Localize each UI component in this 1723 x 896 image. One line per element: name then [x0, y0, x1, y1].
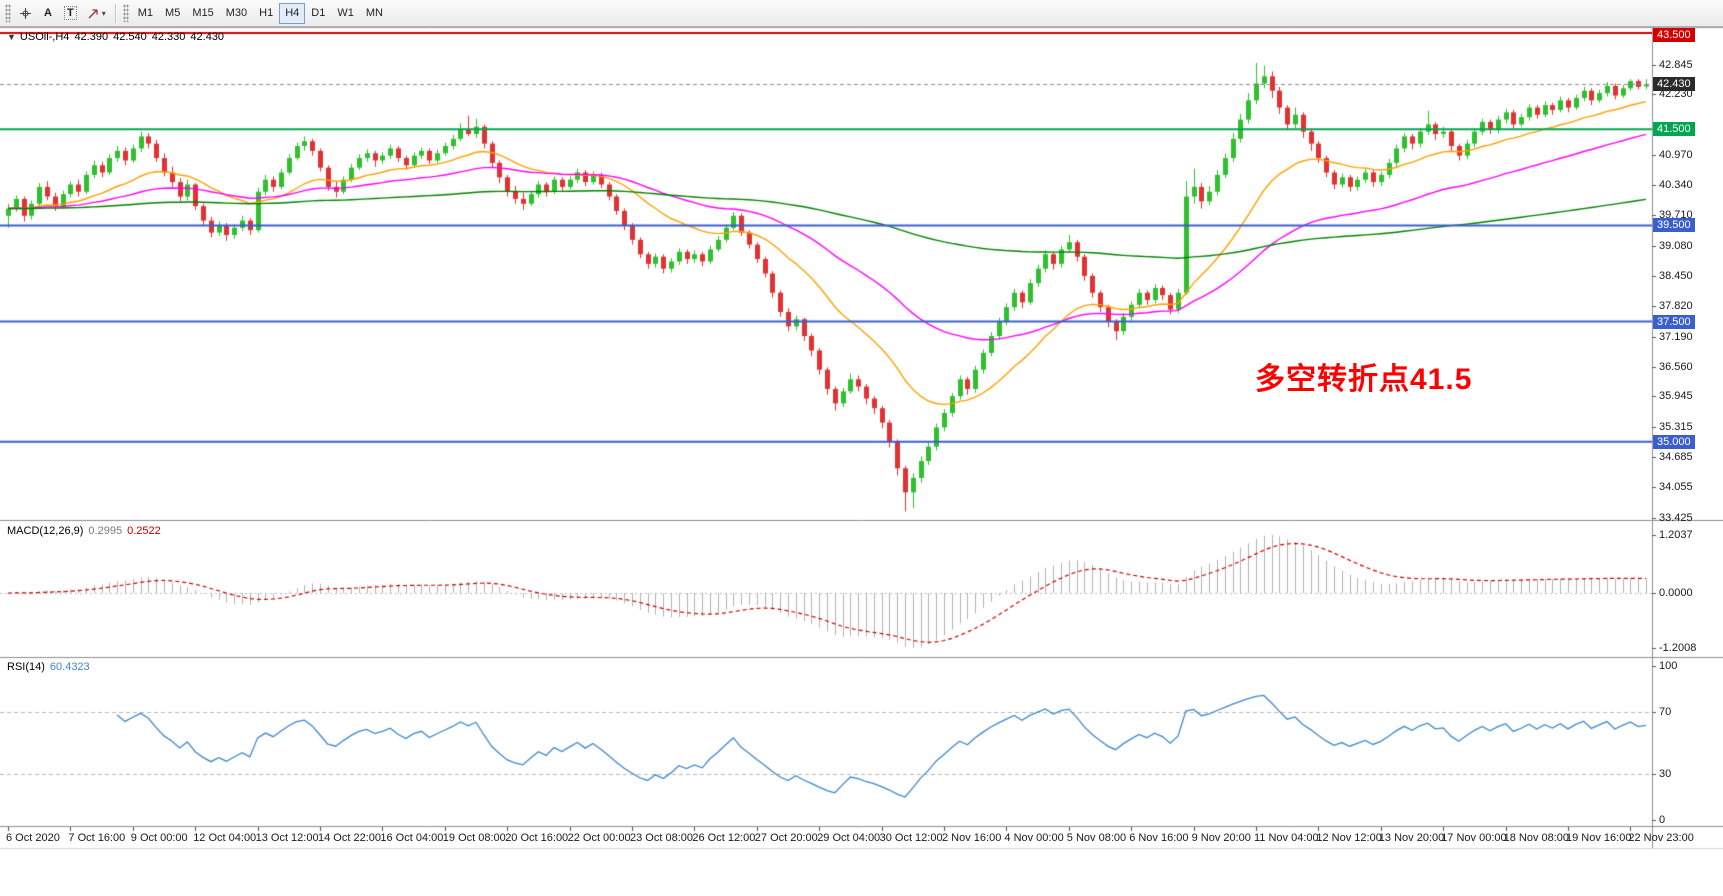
- time-axis-label: 12 Nov 12:00: [1316, 832, 1382, 844]
- rsi-axis-label: 70: [1659, 706, 1672, 719]
- time-axis-label: 17 Nov 00:00: [1441, 832, 1507, 844]
- rsi-header: RSI(14) 60.4323: [7, 661, 90, 673]
- price-axis-label: 37.820: [1659, 300, 1693, 313]
- price-axis-label: 39.080: [1659, 239, 1693, 252]
- price-axis-label: 36.560: [1659, 360, 1693, 373]
- draw-text-label-button[interactable]: T: [59, 3, 82, 24]
- macd-axis-label: 0.0000: [1659, 587, 1693, 600]
- toolbar-grip[interactable]: [5, 4, 11, 22]
- symbol-period-label: USOil-,H4: [19, 31, 70, 43]
- price-axis-label: 35.315: [1659, 420, 1693, 433]
- price-axis-label: 33.425: [1659, 511, 1693, 524]
- timeframe-w1-button[interactable]: W1: [331, 3, 360, 24]
- draw-arrows-button[interactable]: ▾: [82, 3, 111, 24]
- time-axis-label: 19 Nov 16:00: [1566, 832, 1632, 844]
- rsi-label: RSI(14): [7, 661, 45, 673]
- price-axis-box: 35.000: [1653, 434, 1695, 449]
- draw-text-label: A: [44, 7, 52, 19]
- open-value: 42.390: [74, 31, 109, 43]
- time-axis-label: 23 Oct 08:00: [630, 832, 693, 844]
- macd-header: MACD(12,26,9) 0.2995 0.2522: [7, 525, 161, 537]
- time-axis-label: 30 Oct 12:00: [879, 832, 943, 844]
- rsi-axis-label: 30: [1659, 767, 1672, 780]
- price-axis-box: 39.500: [1653, 218, 1695, 233]
- rsi-axis-label: 0: [1659, 814, 1666, 826]
- macd-axis-label: -1.2008: [1659, 642, 1697, 654]
- price-axis-label: 40.970: [1659, 148, 1693, 161]
- timeframe-h4-button[interactable]: H4: [279, 2, 306, 24]
- time-axis-label: 2 Nov 16:00: [942, 832, 1002, 844]
- toolbar-grip[interactable]: [122, 4, 129, 22]
- price-axis-label: 35.945: [1659, 390, 1693, 403]
- high-value: 42.540: [113, 31, 147, 43]
- time-axis-label: 11 Nov 04:00: [1254, 832, 1319, 844]
- timeframe-m1-button[interactable]: M1: [132, 3, 159, 24]
- time-axis-label: 13 Oct 12:00: [255, 832, 319, 844]
- macd-label: MACD(12,26,9): [7, 525, 84, 537]
- time-axis-label: 20 Oct 16:00: [505, 832, 569, 844]
- dropdown-arrow-icon: ▾: [101, 8, 106, 18]
- timeframe-h1-button[interactable]: H1: [253, 3, 279, 24]
- crosshair-button[interactable]: [14, 3, 37, 24]
- time-axis-label: 18 Nov 08:00: [1503, 832, 1570, 844]
- time-axis-label: 5 Nov 08:00: [1066, 832, 1127, 844]
- timeframe-m15-button[interactable]: M15: [186, 3, 219, 24]
- time-axis-label: 9 Oct 00:00: [130, 832, 188, 844]
- macd-value: 0.2995: [88, 525, 123, 537]
- time-axis-label: 29 Oct 04:00: [817, 832, 881, 844]
- timeframe-d1-button[interactable]: D1: [305, 3, 331, 24]
- time-axis-label: 19 Oct 08:00: [442, 832, 506, 844]
- macd-signal-value: 0.2522: [127, 525, 161, 537]
- time-axis-label: 9 Nov 20:00: [1191, 832, 1251, 844]
- time-axis-label: 22 Oct 00:00: [567, 832, 631, 844]
- time-axis-label: 27 Oct 20:00: [754, 832, 818, 844]
- price-axis-label: 37.190: [1659, 330, 1693, 343]
- chart-annotation-text[interactable]: 多空转折点41.5: [1255, 363, 1473, 396]
- time-axis[interactable]: 6 Oct 2020 7 Oct 16:00 9 Oct 00:00 12 Oct 0…: [0, 826, 1723, 850]
- draw-text-button[interactable]: A: [37, 3, 59, 24]
- time-axis-label: 22 Nov 23:00: [1628, 832, 1694, 844]
- timeframe-m5-button[interactable]: M5: [159, 3, 186, 24]
- rsi-value: 60.4323: [49, 661, 90, 673]
- collapse-arrow-icon[interactable]: ▼: [7, 32, 16, 42]
- time-axis-label: 6 Oct 2020: [6, 832, 60, 844]
- time-axis-label: 14 Oct 22:00: [318, 832, 381, 844]
- time-axis-label: 7 Oct 16:00: [68, 832, 126, 844]
- time-axis-label: 4 Nov 00:00: [1004, 832, 1064, 844]
- close-value: 42.430: [190, 31, 225, 43]
- macd-axis-label: 1.2037: [1659, 529, 1693, 541]
- time-axis-label: 12 Oct 04:00: [193, 832, 257, 844]
- price-axis-label: 39.710: [1659, 209, 1693, 222]
- chart-ohlc-header: ▼ USOil-,H4 42.390 42.540 42.330 42.430: [7, 31, 224, 43]
- low-value: 42.330: [151, 31, 186, 43]
- price-axis-label: 34.685: [1659, 451, 1693, 463]
- price-axis-label: 38.450: [1659, 269, 1693, 282]
- time-axis-label: 13 Nov 20:00: [1378, 832, 1445, 844]
- crosshair-icon: [20, 7, 31, 19]
- price-axis-label: 40.340: [1659, 178, 1693, 191]
- draw-label-glyph: T: [64, 6, 77, 20]
- price-axis-label: 42.845: [1659, 58, 1693, 71]
- price-axis-label: 34.055: [1659, 481, 1693, 494]
- time-axis-label: 6 Nov 16:00: [1129, 832, 1189, 844]
- price-axis-box: 43.500: [1653, 28, 1695, 42]
- price-axis-box: 37.500: [1653, 314, 1695, 329]
- toolbar-separator: [114, 3, 116, 23]
- timeframe-m30-button[interactable]: M30: [220, 3, 253, 24]
- rsi-axis-label: 100: [1659, 660, 1678, 672]
- price-axis-box: 42.430: [1653, 77, 1695, 92]
- arrow-tool-icon: [88, 8, 98, 18]
- price-axis-box: 41.500: [1653, 122, 1695, 137]
- time-axis-label: 16 Oct 04:00: [380, 832, 444, 844]
- toolbar: A T ▾ M1 M5 M15 M30 H1 H4 D1 W1 MN: [0, 0, 1723, 27]
- price-axis[interactable]: 42.845 42.230 40.970 40.340 39.710 39.080 38.4…: [1652, 0, 1723, 896]
- timeframe-mn-button[interactable]: MN: [360, 3, 389, 24]
- time-axis-label: 26 Oct 12:00: [692, 832, 756, 844]
